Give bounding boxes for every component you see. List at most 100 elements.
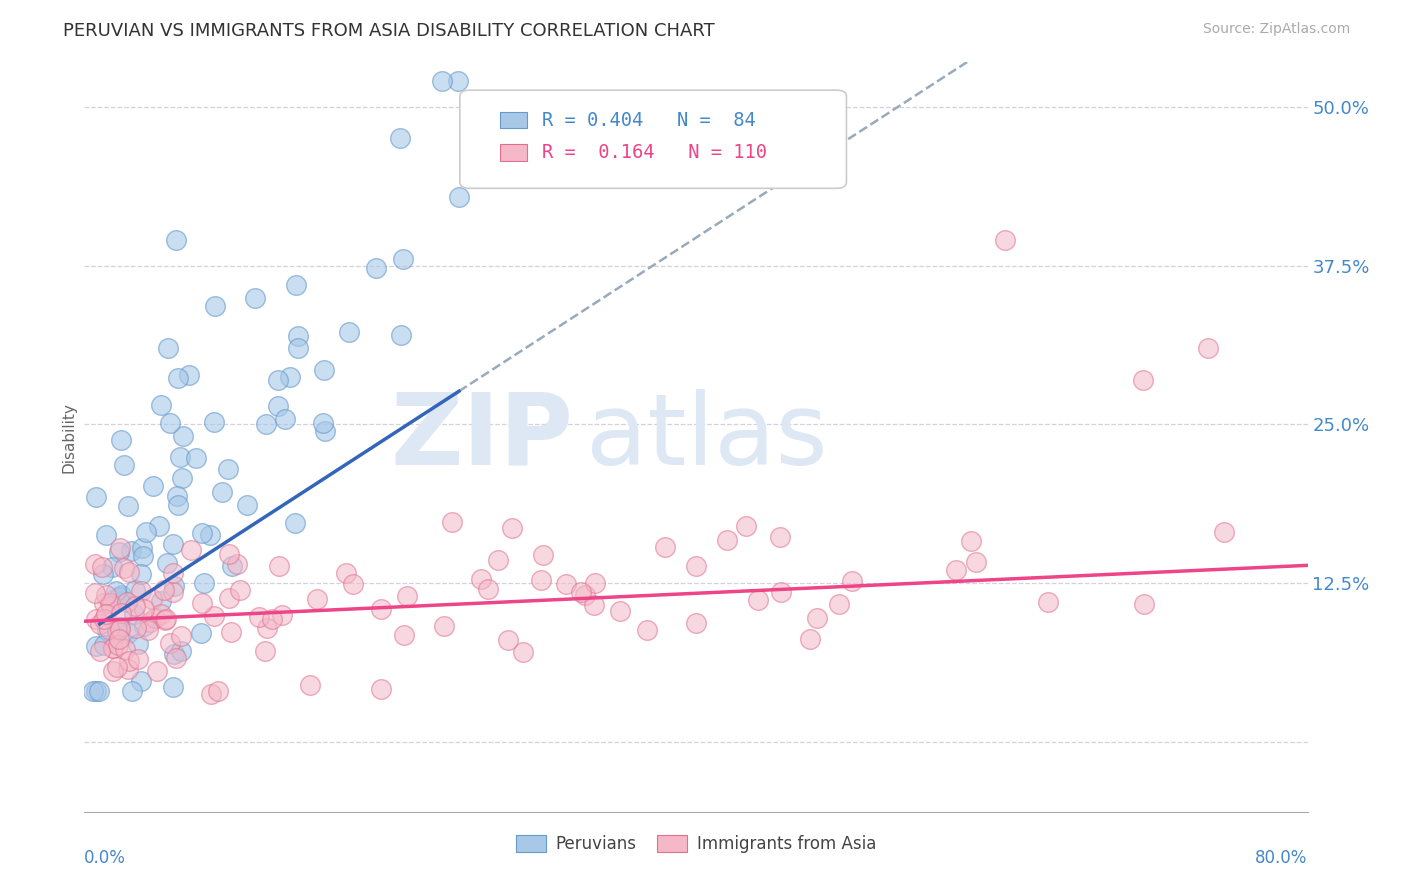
Point — [298, 678, 321, 692]
Point — [105, 584, 128, 599]
Point — [571, 584, 593, 599]
Point — [184, 451, 207, 466]
Point — [148, 519, 170, 533]
Point — [105, 660, 128, 674]
Point — [447, 74, 470, 88]
Point — [769, 530, 792, 544]
Point — [747, 592, 769, 607]
Point — [198, 527, 221, 541]
Point — [229, 582, 252, 597]
Point — [498, 632, 520, 647]
Point — [105, 623, 128, 637]
Point — [149, 398, 172, 412]
Point — [159, 636, 181, 650]
FancyBboxPatch shape — [501, 112, 527, 128]
Point — [96, 623, 118, 637]
Point — [118, 565, 141, 579]
Point — [312, 416, 335, 430]
Point — [609, 603, 631, 617]
Point — [108, 591, 131, 605]
Point — [769, 585, 792, 599]
Point — [108, 620, 131, 634]
Point — [114, 642, 136, 657]
Point — [98, 595, 121, 609]
Point — [105, 624, 128, 639]
Point — [388, 130, 411, 145]
Point — [131, 583, 153, 598]
Point — [98, 622, 121, 636]
Point — [734, 519, 756, 533]
FancyBboxPatch shape — [501, 145, 527, 161]
Point — [101, 664, 124, 678]
Text: atlas: atlas — [586, 389, 828, 485]
Point — [219, 625, 242, 640]
Point — [118, 654, 141, 668]
Point — [84, 557, 107, 571]
Point — [267, 558, 290, 573]
Point — [190, 626, 212, 640]
Point — [945, 563, 967, 577]
Text: 80.0%: 80.0% — [1256, 849, 1308, 867]
Point — [260, 612, 283, 626]
Point — [131, 541, 153, 555]
Point — [83, 586, 105, 600]
Point — [267, 373, 290, 387]
Point — [108, 632, 131, 646]
Point — [193, 575, 215, 590]
Point — [828, 597, 851, 611]
Point — [163, 648, 186, 662]
Point — [124, 599, 146, 613]
Point — [254, 644, 277, 658]
Point — [685, 615, 707, 630]
Point — [108, 541, 131, 556]
Point — [202, 415, 225, 429]
FancyBboxPatch shape — [460, 90, 846, 188]
Point — [146, 664, 169, 678]
Point — [108, 622, 131, 636]
Point — [285, 278, 308, 293]
Point — [120, 544, 142, 558]
Text: Source: ZipAtlas.com: Source: ZipAtlas.com — [1202, 22, 1350, 37]
Point — [287, 341, 309, 355]
Point — [93, 596, 115, 610]
Point — [204, 300, 226, 314]
Point — [191, 526, 214, 541]
Point — [93, 567, 115, 582]
Point — [274, 412, 297, 426]
Point — [1213, 524, 1236, 539]
Point — [314, 362, 336, 376]
Point — [101, 559, 124, 574]
Point — [132, 549, 155, 563]
Point — [841, 574, 863, 589]
Point — [170, 629, 193, 643]
Point — [82, 684, 104, 698]
Text: ZIP: ZIP — [391, 389, 574, 485]
Point — [121, 684, 143, 698]
Point — [530, 573, 553, 587]
Point — [125, 621, 148, 635]
Point — [84, 612, 107, 626]
Point — [254, 417, 277, 431]
Point — [110, 607, 132, 621]
Point — [117, 499, 139, 513]
Point — [94, 607, 117, 621]
Point — [96, 588, 118, 602]
Point — [799, 632, 821, 646]
Point — [243, 291, 266, 305]
Y-axis label: Disability: Disability — [60, 401, 76, 473]
Point — [447, 190, 470, 204]
Point — [270, 607, 292, 622]
Point — [716, 533, 738, 548]
Point — [395, 589, 418, 603]
Point — [165, 651, 187, 665]
Point — [965, 555, 987, 569]
Point — [994, 233, 1017, 247]
Point — [162, 680, 184, 694]
Point — [236, 498, 259, 512]
Point — [122, 607, 145, 622]
Point — [89, 684, 111, 698]
Point — [960, 534, 983, 549]
Point — [155, 612, 177, 626]
Point — [247, 610, 270, 624]
Point — [129, 566, 152, 581]
